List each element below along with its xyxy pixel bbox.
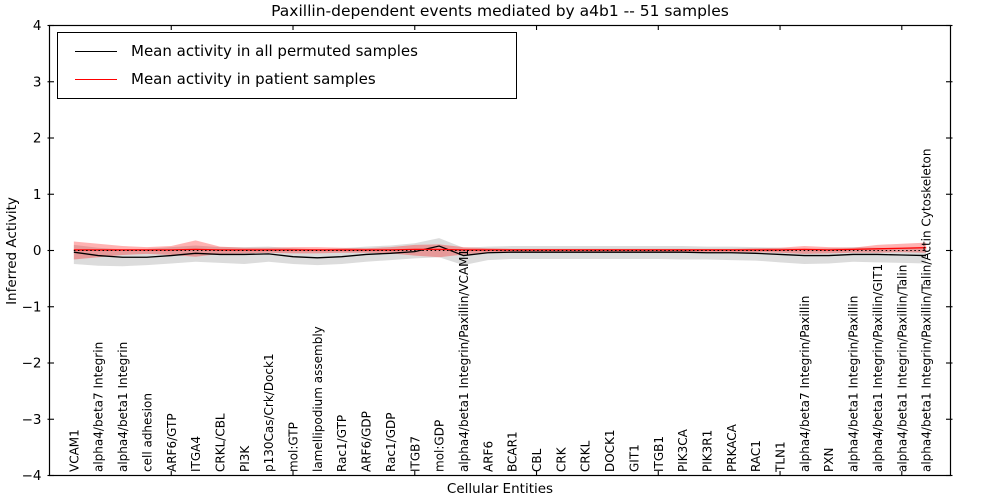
y-tick-label: −2 — [22, 356, 42, 372]
x-category-label: BCAR1 — [506, 431, 520, 472]
y-tick-label: 3 — [33, 74, 42, 90]
x-category-label: TLN1 — [774, 441, 788, 473]
x-category-label: CBL — [530, 448, 544, 472]
y-tick-label: −3 — [22, 412, 42, 428]
y-tick-label: 1 — [33, 187, 42, 203]
x-category-label: p130Cas/Crk/Dock1 — [262, 353, 276, 472]
x-category-label: alpha4/beta1 Integrin — [116, 342, 130, 472]
x-category-label: ARF6/GDP — [360, 411, 374, 472]
x-category-label: DOCK1 — [603, 429, 617, 472]
x-category-label: alpha4/beta1 Integrin/Paxillin/Talin/Act… — [920, 149, 934, 472]
x-category-label: CRKL — [579, 440, 593, 472]
legend-line-sample — [75, 50, 117, 52]
x-category-label: CRKL/CBL — [213, 413, 227, 472]
y-tick-label: −1 — [22, 299, 42, 315]
x-category-label: ITGB7 — [408, 436, 422, 472]
legend: Mean activity in all permuted samples Mea… — [57, 32, 517, 99]
x-category-label: alpha4/beta1 Integrin/Paxillin/Talin — [895, 265, 909, 472]
x-category-label: PI3K — [238, 445, 252, 472]
x-category-label: mol:GTP — [287, 422, 301, 472]
chart-title: Paxillin-dependent events mediated by a4… — [271, 2, 729, 20]
legend-line-sample — [75, 78, 117, 80]
x-category-label: ARF6/GTP — [165, 413, 179, 472]
y-tick-label: 0 — [33, 243, 42, 259]
x-category-label: ITGA4 — [189, 436, 203, 472]
x-category-label: PIK3CA — [676, 428, 690, 472]
x-category-label: alpha4/beta7 Integrin — [92, 342, 106, 472]
series-line — [73, 245, 927, 259]
x-category-label: ITGB1 — [652, 436, 666, 472]
x-category-label: alpha4/beta1 Integrin/Paxillin/GIT1 — [871, 264, 885, 472]
x-category-label: PXN — [822, 448, 836, 472]
y-tick-label: 4 — [33, 18, 42, 34]
x-category-label: alpha4/beta1 Integrin/Paxillin — [847, 296, 861, 472]
x-category-label: cell adhesion — [140, 393, 154, 472]
x-category-label: Rac1/GDP — [384, 413, 398, 472]
y-tick-label: 2 — [33, 131, 42, 147]
x-category-label: RAC1 — [749, 440, 763, 472]
x-category-label: PIK3R1 — [700, 430, 714, 472]
legend-entry-label: Mean activity in patient samples — [131, 70, 376, 88]
y-tick-label: −4 — [22, 468, 42, 484]
legend-entry: Mean activity in patient samples — [58, 65, 516, 93]
x-category-label: alpha4/beta7 Integrin/Paxillin — [798, 296, 812, 472]
legend-entry: Mean activity in all permuted samples — [58, 37, 516, 65]
x-axis-label: Cellular Entities — [446, 481, 554, 497]
x-category-label: GIT1 — [627, 444, 641, 472]
series-line — [73, 247, 927, 251]
x-category-label: mol:GDP — [433, 420, 447, 472]
x-category-label: alpha4/beta1 Integrin/Paxillin/VCAM1 — [457, 249, 471, 472]
legend-entry-label: Mean activity in all permuted samples — [131, 42, 418, 60]
x-category-label: ARF6 — [481, 441, 495, 472]
x-category-label: CRK — [554, 446, 568, 472]
x-category-label: lamellipodium assembly — [311, 326, 325, 472]
x-category-label: Rac1/GTP — [335, 415, 349, 472]
x-category-label: PRKACA — [725, 423, 739, 472]
x-category-label: VCAM1 — [67, 429, 81, 472]
